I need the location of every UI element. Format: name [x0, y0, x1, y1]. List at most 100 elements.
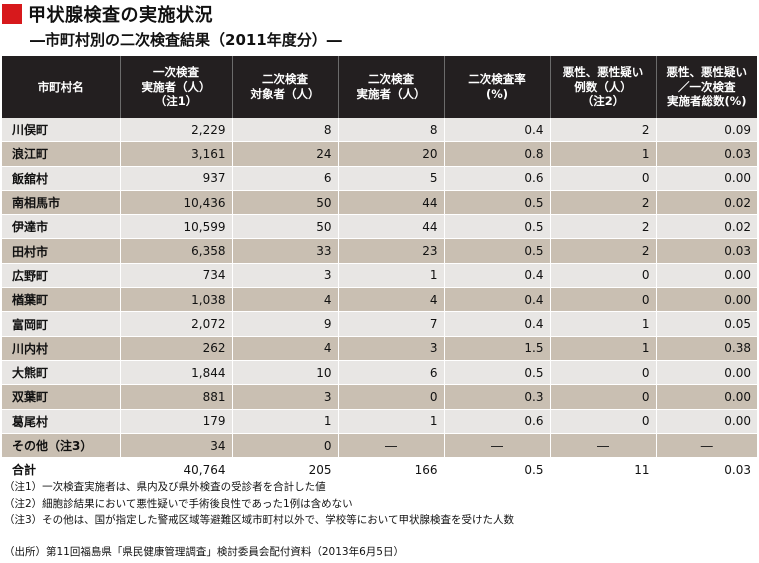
municipality-name-cell: 飯舘村: [2, 166, 120, 191]
value-cell: 0: [231, 433, 338, 459]
column-header: 市町村名: [2, 56, 120, 118]
municipality-name-cell: 浪江町: [2, 141, 120, 167]
value-cell: 0.6: [443, 409, 550, 434]
value-cell: 3: [231, 384, 338, 410]
value-cell: 0.03: [655, 238, 757, 264]
table-header-row: 市町村名 一次検査 実施者（人） （注1） 二次検査 対象者（人） 二次検査 実施者（人） 二次…: [2, 56, 757, 118]
table-row: 川俣町 2,229 8 8 0.4 2 0.09: [2, 118, 757, 143]
value-cell: 0.03: [655, 141, 757, 167]
value-cell: 2,229: [119, 118, 232, 143]
municipality-name-cell: 川内村: [2, 336, 120, 361]
value-cell: 1: [231, 409, 338, 434]
value-cell: 34: [119, 433, 232, 459]
value-cell: 205: [231, 457, 338, 483]
table-header: 市町村名 一次検査 実施者（人） （注1） 二次検査 対象者（人） 二次検査 実施者（人） 二次…: [2, 56, 757, 118]
title-marker-square: [2, 4, 22, 24]
value-cell: 8: [231, 118, 338, 143]
value-cell: 0.4: [443, 287, 550, 313]
value-cell: 50: [231, 190, 338, 216]
value-cell: 0.6: [443, 166, 550, 191]
value-cell: 5: [337, 166, 444, 191]
footnote: （注2）細胞診結果において悪性疑いで手術後良性であった1例は含めない: [4, 497, 353, 510]
value-cell: 3: [337, 336, 444, 361]
table-row: その他（注3） 34 0 ― ― ― ―: [2, 433, 757, 459]
value-cell: 0: [549, 287, 656, 313]
total-row: 合計 40,764 205 166 0.5 11 0.03: [2, 457, 757, 483]
value-cell: 0: [549, 384, 656, 410]
footnote: （注1）一次検査実施者は、県内及び県外検査の受診者を合計した値: [4, 481, 326, 493]
value-cell: ―: [549, 433, 656, 459]
municipality-name-cell: 葛尾村: [2, 409, 120, 434]
municipality-name-cell: 田村市: [2, 238, 120, 264]
value-cell: 2: [549, 118, 656, 143]
value-cell: 2: [549, 238, 656, 264]
value-cell: 2: [549, 190, 656, 216]
value-cell: 44: [337, 214, 444, 240]
value-cell: 4: [337, 287, 444, 313]
value-cell: 0.5: [443, 457, 550, 483]
table-row: 南相馬市 10,436 50 44 0.5 2 0.02: [2, 190, 757, 216]
value-cell: 50: [231, 214, 338, 240]
source-note: （出所）第11回福島県「県民健康管理調査」検討委員会配付資料（2013年6月5日…: [4, 546, 404, 558]
value-cell: ―: [655, 433, 757, 459]
value-cell: ―: [337, 433, 444, 459]
value-cell: 179: [119, 409, 232, 434]
value-cell: 0.4: [443, 263, 550, 289]
value-cell: 8: [337, 118, 444, 143]
value-cell: 0.03: [655, 457, 757, 483]
table-row: 川内村 262 4 3 1.5 1 0.38: [2, 336, 757, 361]
value-cell: 937: [119, 166, 232, 191]
value-cell: 10,599: [119, 214, 232, 240]
title-row: 甲状腺検査の実施状況: [0, 2, 213, 26]
results-table: 市町村名 一次検査 実施者（人） （注1） 二次検査 対象者（人） 二次検査 実施者（人） 二次…: [2, 56, 757, 483]
value-cell: 6: [231, 166, 338, 191]
value-cell: 0.00: [655, 166, 757, 191]
column-header: 悪性、悪性疑い 例数（人） （注2）: [549, 56, 656, 118]
value-cell: 44: [337, 190, 444, 216]
municipality-name-cell: 合計: [2, 457, 120, 483]
page-subtitle: ―市町村別の二次検査結果（2011年度分）―: [30, 31, 342, 49]
table-row: 田村市 6,358 33 23 0.5 2 0.03: [2, 238, 757, 264]
value-cell: 1: [549, 336, 656, 361]
municipality-name-cell: 富岡町: [2, 311, 120, 337]
municipality-name-cell: その他（注3）: [2, 433, 120, 459]
value-cell: 0.09: [655, 118, 757, 143]
value-cell: 0.5: [443, 238, 550, 264]
value-cell: 262: [119, 336, 232, 361]
value-cell: 23: [337, 238, 444, 264]
value-cell: 166: [337, 457, 444, 483]
table-row: 葛尾村 179 1 1 0.6 0 0.00: [2, 409, 757, 434]
value-cell: 6,358: [119, 238, 232, 264]
value-cell: 4: [231, 287, 338, 313]
value-cell: 33: [231, 238, 338, 264]
value-cell: 0.8: [443, 141, 550, 167]
municipality-name-cell: 伊達市: [2, 214, 120, 240]
value-cell: 0.05: [655, 311, 757, 337]
value-cell: 0.38: [655, 336, 757, 361]
municipality-name-cell: 南相馬市: [2, 190, 120, 216]
column-header: 二次検査率 (%): [443, 56, 550, 118]
value-cell: 0.02: [655, 214, 757, 240]
value-cell: 0: [549, 166, 656, 191]
value-cell: 3: [231, 263, 338, 289]
value-cell: 0: [549, 409, 656, 434]
table-row: 浪江町 3,161 24 20 0.8 1 0.03: [2, 141, 757, 167]
header: 甲状腺検査の実施状況 ―市町村別の二次検査結果（2011年度分）―: [0, 0, 759, 56]
value-cell: 0.00: [655, 384, 757, 410]
value-cell: 20: [337, 141, 444, 167]
value-cell: 2: [549, 214, 656, 240]
value-cell: 6: [337, 360, 444, 386]
value-cell: 881: [119, 384, 232, 410]
value-cell: 24: [231, 141, 338, 167]
page-title: 甲状腺検査の実施状況: [28, 5, 213, 26]
value-cell: 0.5: [443, 214, 550, 240]
value-cell: 734: [119, 263, 232, 289]
value-cell: 0: [337, 384, 444, 410]
value-cell: 0.5: [443, 360, 550, 386]
table-body: 川俣町 2,229 8 8 0.4 2 0.09 浪江町 3,161 24 20 0.8 1 0.03 飯舘…: [2, 118, 757, 483]
value-cell: 11: [549, 457, 656, 483]
footnotes: （注1）一次検査実施者は、県内及び県外検査の受診者を合計した値 （注2）細胞診結果…: [4, 479, 514, 529]
municipality-name-cell: 広野町: [2, 263, 120, 289]
value-cell: 1.5: [443, 336, 550, 361]
value-cell: 0.00: [655, 409, 757, 434]
